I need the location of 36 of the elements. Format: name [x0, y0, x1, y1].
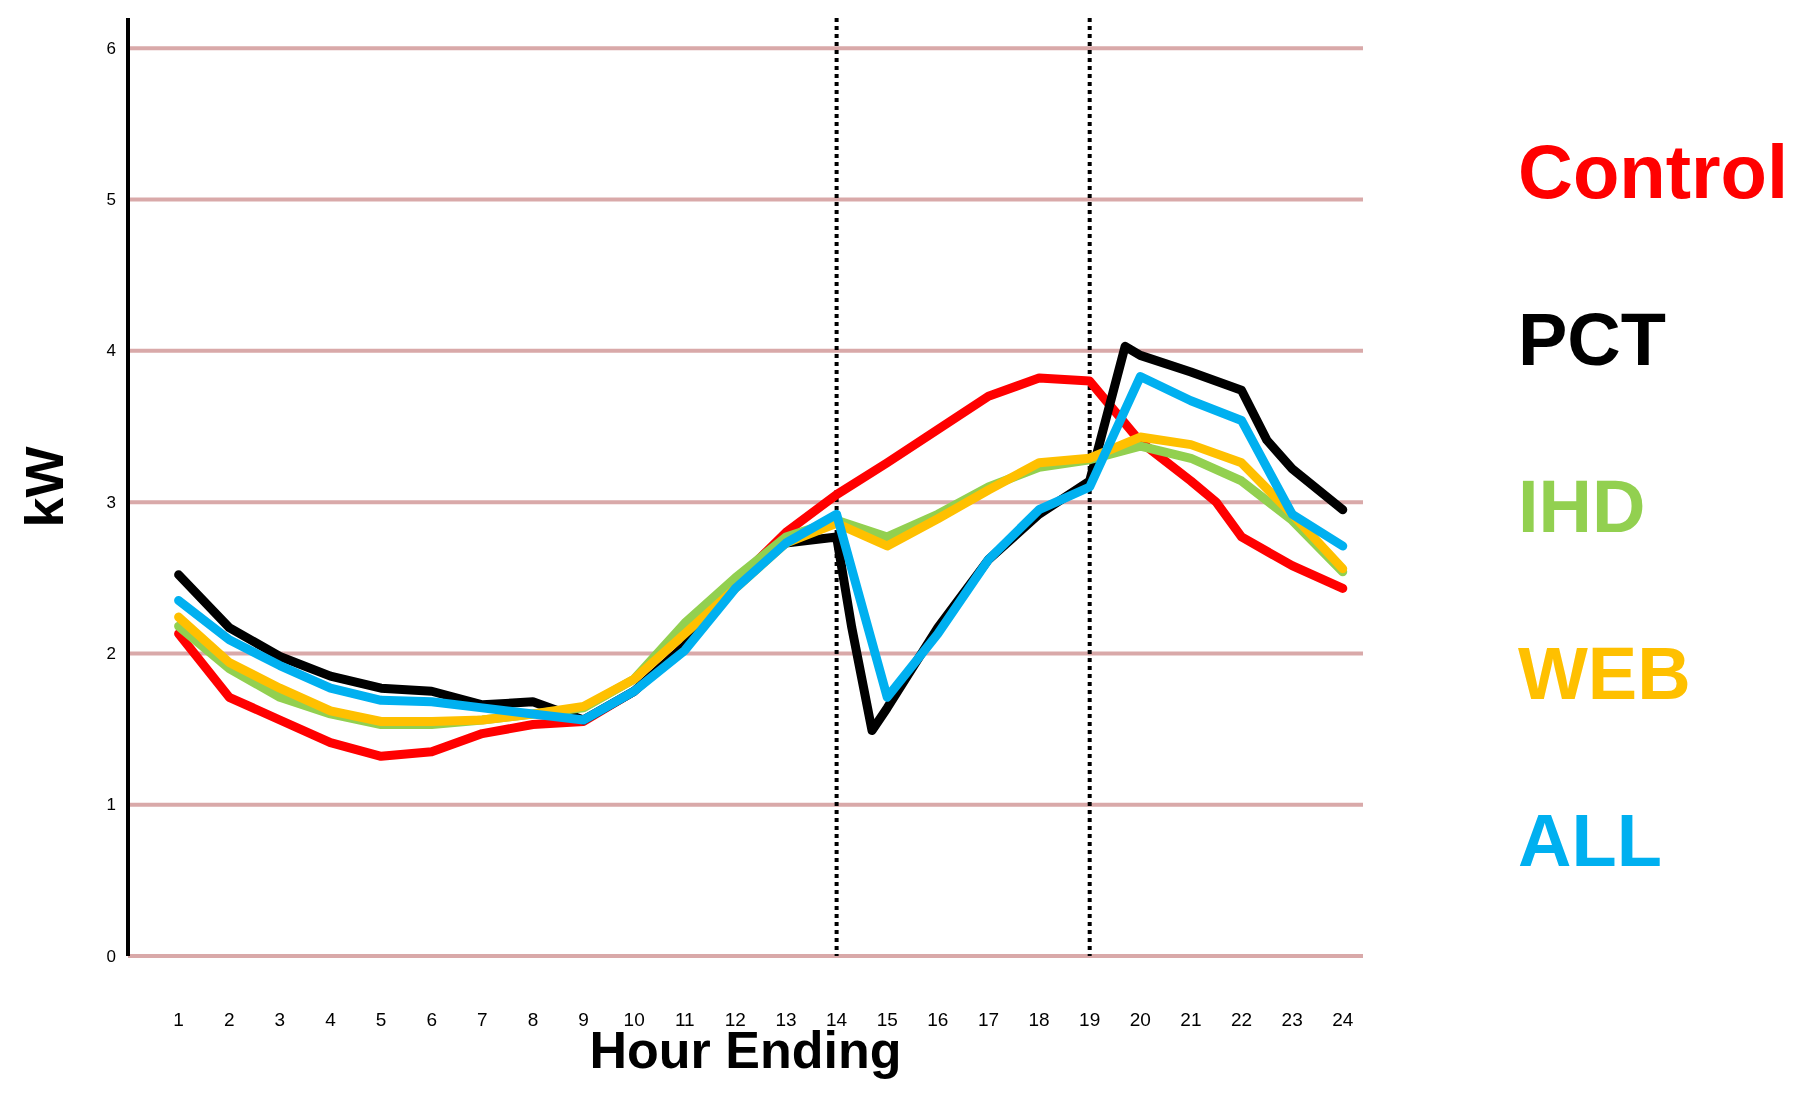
text: WEB [1518, 632, 1691, 715]
x-tick-label: 11 [674, 1009, 695, 1030]
x-tick-label: 9 [578, 1009, 589, 1030]
x-tick-label: 7 [477, 1009, 488, 1030]
y-tick-label: 4 [106, 341, 116, 361]
text: IHD [1518, 465, 1646, 548]
x-tick-label: 17 [977, 1009, 1000, 1030]
x-tick-label: 19 [1079, 1009, 1101, 1030]
x-tick-label: 24 [1332, 1009, 1354, 1030]
x-tick-label: 15 [876, 1009, 898, 1030]
x-tick-label: 1 [173, 1009, 184, 1030]
text: Control [1518, 129, 1789, 214]
x-tick-label: 20 [1129, 1009, 1151, 1030]
y-tick-label: 2 [106, 643, 116, 663]
text: ALL [1518, 799, 1662, 882]
x-tick-label: 3 [274, 1009, 286, 1030]
x-tick-label: 13 [775, 1009, 797, 1030]
x-tick-label: 14 [826, 1009, 848, 1030]
y-tick-label: 1 [106, 795, 116, 815]
text: PCT [1518, 298, 1666, 381]
x-tick-label: 4 [325, 1009, 337, 1030]
x-tick-label: 21 [1180, 1009, 1202, 1030]
y-tick-label: 0 [106, 946, 116, 966]
y-tick-label: 3 [106, 492, 116, 512]
x-tick-label: 18 [1028, 1009, 1050, 1030]
x-tick-label: 2 [223, 1009, 235, 1030]
y-axis-title: kW [14, 446, 74, 528]
x-tick-label: 6 [426, 1009, 437, 1030]
x-tick-label: 23 [1281, 1009, 1303, 1030]
x-tick-label: 5 [375, 1009, 387, 1030]
x-tick-label: 12 [724, 1009, 746, 1030]
x-tick-label: 22 [1230, 1009, 1253, 1030]
x-tick-label: 16 [927, 1009, 949, 1030]
x-tick-label: 8 [527, 1009, 539, 1030]
y-tick-label: 6 [106, 38, 116, 58]
y-tick-label: 5 [106, 190, 116, 210]
